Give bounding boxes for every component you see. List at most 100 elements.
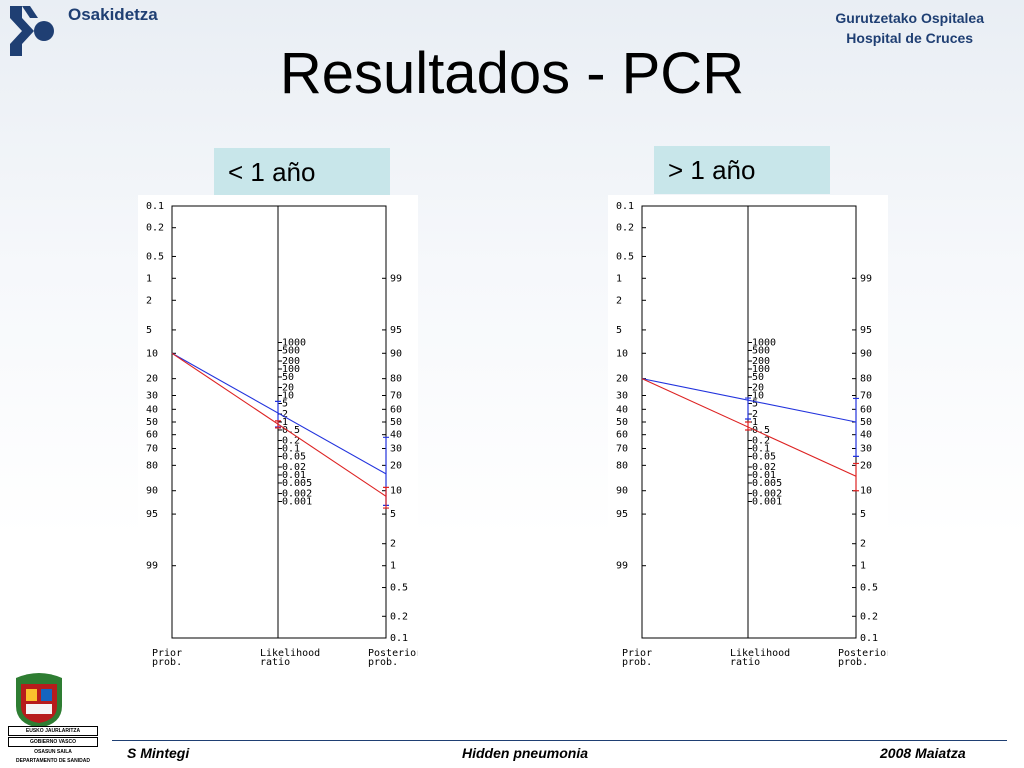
posterior-tick-label-8: 30 (860, 443, 872, 454)
prior-tick-label-16: 99 (146, 561, 158, 572)
lr-tick-label-5: 20 (282, 383, 294, 394)
prior-tick-label-13: 80 (146, 460, 158, 471)
nomogram-under-1-year: 0.1 0.2 0.5 1 2 5 10 20 30 40 50 60 70 80 90 95 99 1000 50… (138, 195, 422, 671)
lr-tick-label-6: 10 (752, 391, 764, 402)
posterior-tick-label-6: 50 (390, 417, 402, 428)
lr-tick-label-4: 50 (752, 372, 764, 383)
posterior-tick-label-4: 70 (390, 391, 402, 402)
prior-tick-label-2: 0.5 (616, 251, 634, 262)
posterior-tick-label-9: 20 (390, 460, 402, 471)
lr-tick-label-13: 0.05 (752, 451, 776, 462)
prior-tick-label-5: 5 (146, 325, 152, 336)
posterior-tick-label-7: 40 (390, 430, 402, 441)
posterior-tick-label-11: 5 (390, 509, 396, 520)
prior-tick-label-16: 99 (616, 561, 628, 572)
lr-tick-label-1: 500 (282, 345, 300, 356)
panel-label-over-1-year: > 1 año (654, 146, 830, 194)
prior-tick-label-1: 0.2 (616, 223, 634, 234)
prior-tick-label-2: 0.5 (146, 251, 164, 262)
prior-tick-label-11: 60 (146, 430, 158, 441)
prior-tick-label-5: 5 (616, 325, 622, 336)
prior-tick-label-6: 10 (616, 348, 628, 359)
axis-label-0-line1: Prior (622, 648, 652, 659)
posterior-tick-label-2: 90 (860, 348, 872, 359)
posterior-tick-label-12: 2 (860, 539, 866, 550)
posterior-tick-label-15: 0.2 (390, 611, 408, 622)
posterior-tick-label-5: 60 (390, 404, 402, 415)
lr-tick-label-15: 0.01 (282, 470, 306, 481)
prior-tick-label-7: 20 (616, 374, 628, 385)
posterior-tick-label-8: 30 (390, 443, 402, 454)
posterior-ci-bracket-1 (383, 486, 389, 509)
prior-tick-label-0: 0.1 (616, 201, 634, 212)
seal-caption-2: GOBIERNO VASCO (8, 737, 98, 747)
lr-tick-label-4: 50 (282, 372, 294, 383)
lr-tick-label-7: 5 (282, 398, 288, 409)
nomogram-svg-right: 0.10.20.51251020304050607080909599100050… (616, 201, 892, 668)
seal-captions: EUSKO JAURLARITZA GOBIERNO VASCO OSASUN … (8, 726, 98, 766)
lr-tick-label-2: 200 (752, 356, 770, 367)
series-line-0 (171, 352, 387, 475)
posterior-tick-label-5: 60 (860, 404, 872, 415)
lr-tick-label-15: 0.01 (752, 470, 776, 481)
posterior-ci-bracket-0 (853, 397, 859, 457)
posterior-tick-label-16: 0.1 (860, 633, 878, 644)
lr-tick-label-12: 0.1 (282, 444, 300, 455)
posterior-tick-label-9: 20 (860, 460, 872, 471)
lr-tick-label-14: 0.02 (752, 462, 776, 473)
footer-divider (112, 740, 1007, 741)
prior-tick-label-7: 20 (146, 374, 158, 385)
axis-label-1-line1: Likelihood (730, 648, 790, 659)
axis-label-2-line2: prob. (838, 657, 868, 668)
axis-label-2-line1: Posterior (368, 648, 418, 659)
posterior-tick-label-3: 80 (390, 374, 402, 385)
lr-tick-label-8: 2 (752, 409, 758, 420)
prior-tick-label-9: 40 (616, 404, 628, 415)
footer-date: 2008 Maiatza (880, 745, 966, 761)
lr-tick-label-10: 0.5 (752, 425, 770, 436)
lr-tick-label-6: 10 (282, 391, 294, 402)
prior-tick-label-13: 80 (616, 460, 628, 471)
lr-tick-label-18: 0.001 (752, 497, 782, 508)
lr-tick-label-11: 0.2 (282, 436, 300, 447)
prior-tick-label-10: 50 (616, 417, 628, 428)
lr-ci-bracket-1 (745, 421, 751, 431)
prior-tick-label-0: 0.1 (146, 201, 164, 212)
posterior-ci-bracket-1 (853, 462, 859, 492)
prior-tick-label-12: 70 (146, 443, 158, 454)
posterior-tick-label-14: 0.5 (860, 583, 878, 594)
posterior-tick-label-10: 10 (860, 486, 872, 497)
prior-tick-label-15: 95 (616, 509, 628, 520)
basque-government-seal-icon (16, 673, 62, 728)
footer-topic: Hidden pneumonia (462, 745, 588, 761)
lr-tick-label-11: 0.2 (752, 436, 770, 447)
series-line-1 (171, 352, 387, 497)
footer-author: S Mintegi (127, 745, 190, 761)
brand-name: Osakidetza (68, 5, 158, 24)
prior-tick-label-11: 60 (616, 430, 628, 441)
prior-tick-label-3: 1 (146, 273, 152, 284)
posterior-tick-label-7: 40 (860, 430, 872, 441)
posterior-tick-label-12: 2 (390, 539, 396, 550)
posterior-tick-label-11: 5 (860, 509, 866, 520)
prior-tick-label-8: 30 (616, 391, 628, 402)
prior-tick-label-9: 40 (146, 404, 158, 415)
nomogram-over-1-year: 0.1 0.2 0.5 1 2 5 10 20 30 40 50 60 70 80 90 95 99 1000 50… (608, 195, 892, 671)
panel-label-under-1-year: < 1 año (214, 148, 390, 196)
posterior-tick-label-0: 99 (860, 273, 872, 284)
posterior-tick-label-6: 50 (860, 417, 872, 428)
lr-tick-label-0: 1000 (752, 338, 776, 349)
posterior-tick-label-2: 90 (390, 348, 402, 359)
lr-tick-label-7: 5 (752, 398, 758, 409)
lr-tick-label-10: 0.5 (282, 425, 300, 436)
lr-tick-label-1: 500 (752, 345, 770, 356)
axis-label-0-line2: prob. (622, 657, 652, 668)
lr-tick-label-17: 0.002 (282, 489, 312, 500)
posterior-tick-label-14: 0.5 (390, 583, 408, 594)
seal-caption-4: DEPARTAMENTO DE SANIDAD (16, 758, 90, 764)
hospital-name: Gurutzetako Ospitalea Hospital de Cruces (835, 8, 984, 48)
osakidetza-logo-icon (10, 6, 54, 56)
posterior-tick-label-13: 1 (390, 561, 396, 572)
axis-label-1-line2: ratio (730, 657, 760, 668)
series-line-0 (641, 378, 857, 423)
